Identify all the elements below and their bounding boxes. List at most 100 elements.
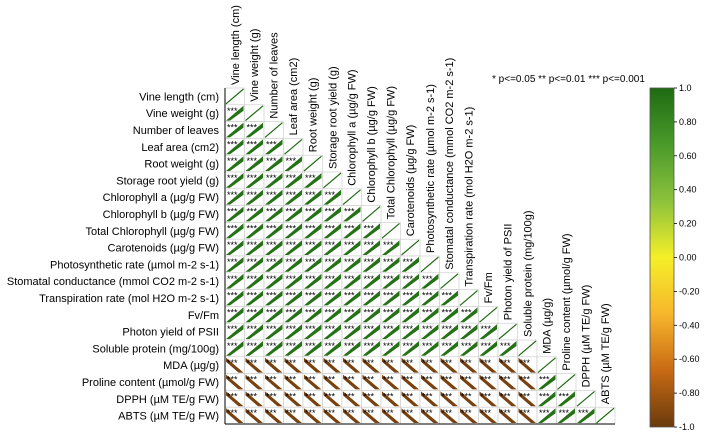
significance-label: *** xyxy=(227,324,238,334)
colorbar-tick-label: 0.00 xyxy=(679,253,697,263)
significance-label: *** xyxy=(286,156,297,166)
heatmap-cell: *** xyxy=(341,373,362,391)
heatmap-cell: *** xyxy=(458,339,479,358)
significance-label: *** xyxy=(266,274,277,284)
heatmap-cell: *** xyxy=(224,390,245,408)
significance-label: *** xyxy=(305,173,316,183)
heatmap-cell xyxy=(302,154,323,173)
significance-label: *** xyxy=(383,274,394,284)
heatmap-cell: *** xyxy=(380,356,401,374)
significance-label: *** xyxy=(344,274,355,284)
significance-label: *** xyxy=(266,341,277,351)
significance-label: *** xyxy=(266,173,277,183)
heatmap-cell: *** xyxy=(302,339,323,358)
heatmap-cell: *** xyxy=(458,306,479,324)
row-label: Number of leaves xyxy=(133,125,220,137)
significance-label: *** xyxy=(461,408,472,418)
significance-label: *** xyxy=(266,240,277,250)
colorbar-tick-label: 0.40 xyxy=(679,185,697,195)
heatmap-cell: *** xyxy=(497,339,518,358)
heatmap-cell: *** xyxy=(380,406,401,425)
significance-label: *** xyxy=(227,291,238,301)
heatmap-cell xyxy=(419,255,440,274)
significance-label: *** xyxy=(247,324,258,334)
significance-label: *** xyxy=(286,207,297,217)
significance-label: *** xyxy=(442,358,453,368)
heatmap-cell xyxy=(458,289,479,307)
significance-label: *** xyxy=(247,257,258,267)
significance-label: *** xyxy=(266,307,277,317)
heatmap-cell xyxy=(536,356,557,374)
significance-label: *** xyxy=(442,341,453,351)
heatmap-cell xyxy=(341,188,362,206)
significance-label: *** xyxy=(286,307,297,317)
heatmap-cell: *** xyxy=(224,339,245,358)
row-label: Chlorophyll b (µg/g FW) xyxy=(103,209,219,221)
heatmap-cell: *** xyxy=(419,289,440,307)
column-labels: Vine length (cm) Vine weight (g) Number of… xyxy=(230,5,613,404)
heatmap-cell: *** xyxy=(478,339,499,358)
heatmap-cell: *** xyxy=(263,306,284,324)
significance-label: *** xyxy=(305,257,316,267)
heatmap-cell: *** xyxy=(400,322,421,341)
significance-label: *** xyxy=(227,391,238,401)
significance-label: *** xyxy=(325,358,336,368)
heatmap-cell: *** xyxy=(380,272,401,290)
significance-label: *** xyxy=(461,358,472,368)
heatmap-cell: *** xyxy=(341,238,362,257)
significance-label: *** xyxy=(227,156,238,166)
significance-label: *** xyxy=(227,358,238,368)
significance-label: *** xyxy=(305,190,316,200)
column-label: Proline content (µmol/g FW) xyxy=(561,233,573,370)
significance-label: *** xyxy=(500,375,511,385)
significance-label: *** xyxy=(461,391,472,401)
significance-label: *** xyxy=(227,307,238,317)
colorbar-tick-label: 0.80 xyxy=(679,117,697,127)
significance-label: *** xyxy=(286,341,297,351)
heatmap-cell xyxy=(400,238,421,257)
heatmap-cell: *** xyxy=(283,339,304,358)
colorbar-tick-label: -0.80 xyxy=(679,388,700,398)
heatmap-cell: *** xyxy=(263,205,284,223)
heatmap-cell: *** xyxy=(400,406,421,425)
significance-label: *** xyxy=(266,190,277,200)
column-label: Transpiration rate (mol H2O m-2 s-1) xyxy=(464,107,476,287)
heatmap-cell: *** xyxy=(341,356,362,374)
significance-label: *** xyxy=(247,375,258,385)
heatmap-cell: *** xyxy=(322,255,343,274)
row-label: Proline content (µmol/g FW) xyxy=(82,377,219,389)
significance-label: *** xyxy=(364,274,375,284)
heatmap-cell: *** xyxy=(439,406,460,425)
significance-label: *** xyxy=(325,341,336,351)
column-label: Stomatal conductance (mmol CO2 m-2 s-1) xyxy=(444,58,456,270)
heatmap-cell: *** xyxy=(224,138,245,156)
column-label: Fv/Fm xyxy=(483,272,495,303)
significance-label: *** xyxy=(344,207,355,217)
significance-label: *** xyxy=(403,291,414,301)
heatmap-cell: *** xyxy=(361,222,382,240)
heatmap-cell: *** xyxy=(458,322,479,341)
heatmap-cell: *** xyxy=(283,406,304,425)
heatmap-cell: *** xyxy=(283,322,304,341)
heatmap-cell: *** xyxy=(419,272,440,290)
significance-label: *** xyxy=(325,291,336,301)
heatmap-cell: *** xyxy=(224,373,245,391)
heatmap-cell: *** xyxy=(322,322,343,341)
significance-label: *** xyxy=(559,408,570,418)
significance-label: *** xyxy=(422,375,433,385)
significance-label: *** xyxy=(500,391,511,401)
heatmap-cell: *** xyxy=(263,390,284,408)
heatmap-cell: *** xyxy=(419,306,440,324)
significance-label: *** xyxy=(559,391,570,401)
heatmap-cell: *** xyxy=(361,322,382,341)
heatmap-cell: *** xyxy=(400,306,421,324)
significance-label: *** xyxy=(305,341,316,351)
row-label: ABTS (µM TE/g FW) xyxy=(118,411,219,423)
significance-label: *** xyxy=(383,240,394,250)
heatmap-cell: *** xyxy=(517,373,538,391)
heatmap-cell: *** xyxy=(302,322,323,341)
heatmap-cell: *** xyxy=(380,322,401,341)
significance-label: *** xyxy=(325,274,336,284)
significance-label: *** xyxy=(364,391,375,401)
significance-label: *** xyxy=(364,324,375,334)
